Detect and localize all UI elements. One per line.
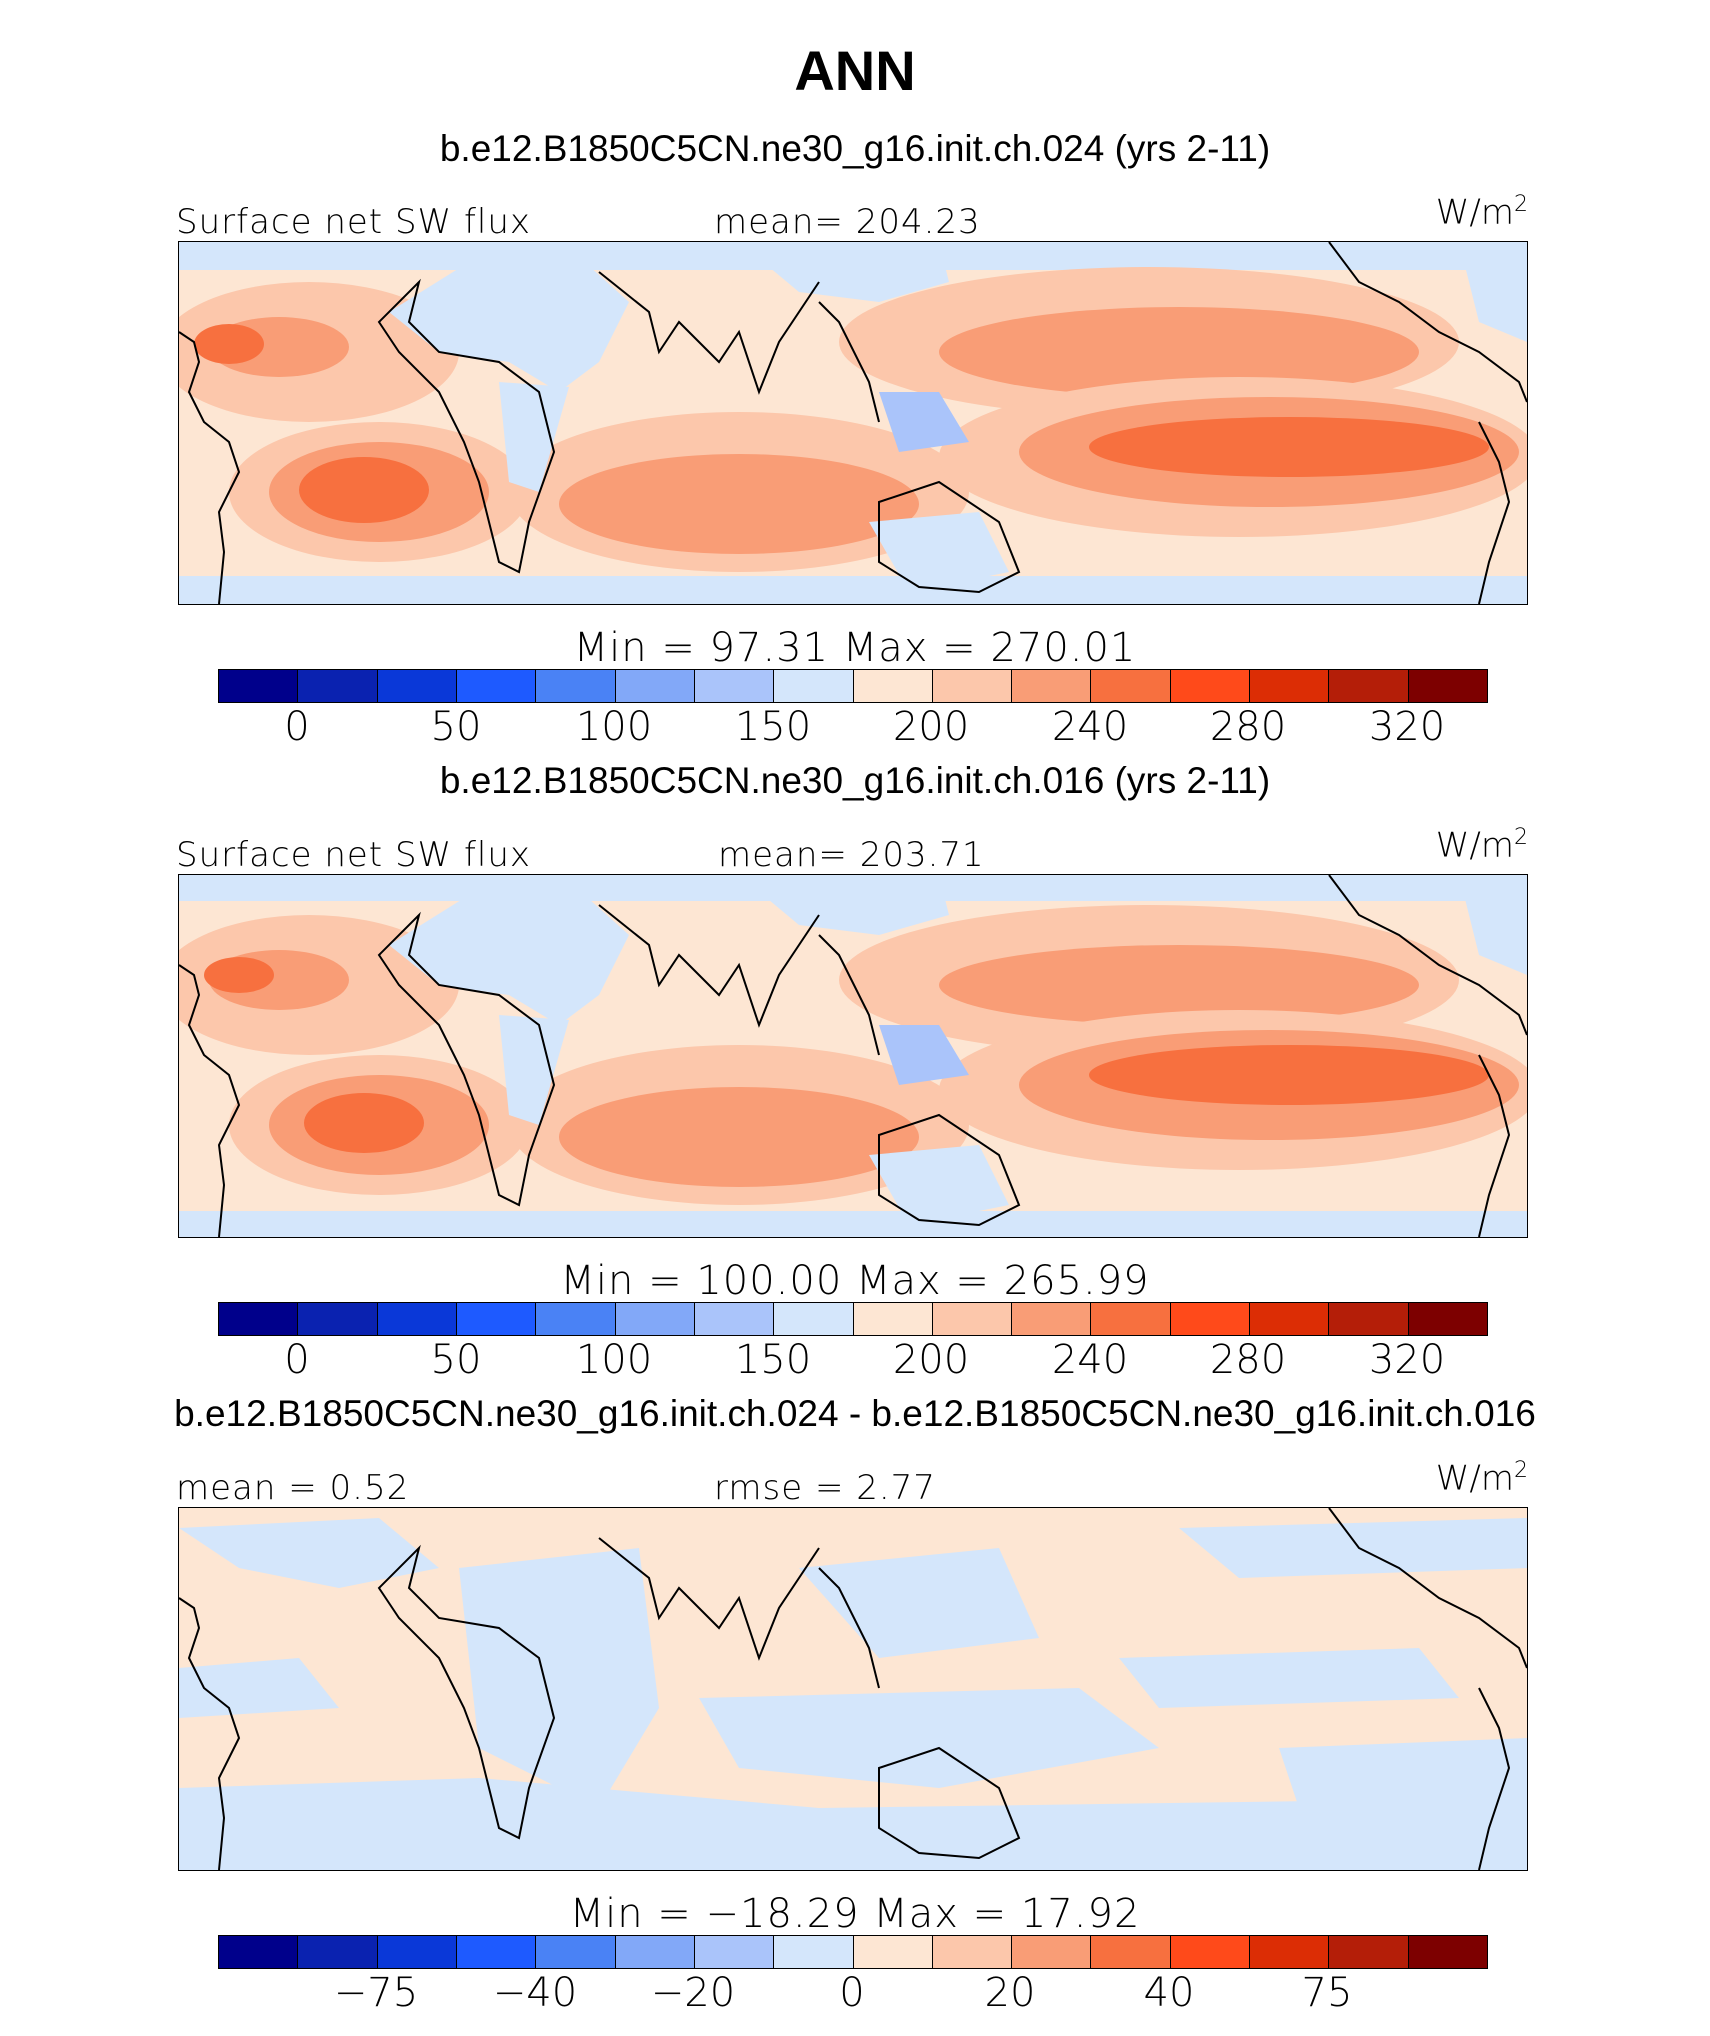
panel-3-rmse-label: rmse = 2.77 xyxy=(714,1468,936,1508)
panel-3-case-title: b.e12.B1850C5CN.ne30_g16.init.ch.024 - b… xyxy=(174,1393,1536,1434)
panel-1-tick-240: 240 xyxy=(1051,704,1129,750)
panel-1-mean-label: mean= 204.23 xyxy=(714,202,981,242)
panel-3-tick-0: 0 xyxy=(839,1970,865,2016)
panel-3-tick-75: 75 xyxy=(1301,1970,1353,2016)
panel-2-tick-280: 280 xyxy=(1209,1337,1287,1383)
panel-3-tick-neg75: −75 xyxy=(333,1970,419,2016)
panel-2-tick-240: 240 xyxy=(1051,1337,1129,1383)
panel-1-minmax: Min = 97.31 Max = 270.01 xyxy=(573,625,1137,671)
panel-2-map-svg xyxy=(179,875,1527,1237)
panel-1-units: W/m2 xyxy=(1435,192,1528,233)
figure-title: ANN xyxy=(794,39,916,102)
panel-2-units: W/m2 xyxy=(1435,825,1528,866)
panel-1-colorbar xyxy=(218,669,1488,703)
panel-2-case-title: b.e12.B1850C5CN.ne30_g16.init.ch.016 (yr… xyxy=(439,760,1271,801)
panel-2-mean-label: mean= 203.71 xyxy=(718,835,985,875)
panel-3-mean-label: mean = 0.52 xyxy=(176,1468,410,1508)
panel-1-map-svg xyxy=(179,242,1527,604)
panel-2-colorbar xyxy=(218,1302,1488,1336)
panel-3-tick-40: 40 xyxy=(1143,1970,1195,2016)
panel-2-minmax: Min = 100.00 Max = 265.99 xyxy=(560,1258,1150,1304)
panel-2-tick-320: 320 xyxy=(1368,1337,1446,1383)
panel-3-minmax: Min = −18.29 Max = 17.92 xyxy=(569,1891,1141,1937)
panel-3-units: W/m2 xyxy=(1435,1458,1528,1499)
panel-1-tick-50: 50 xyxy=(430,704,482,750)
panel-2-tick-150: 150 xyxy=(734,1337,812,1383)
panel-3-tick-20: 20 xyxy=(984,1970,1036,2016)
panel-2-tick-50: 50 xyxy=(430,1337,482,1383)
panel-1-tick-150: 150 xyxy=(734,704,812,750)
panel-3-colorbar xyxy=(218,1935,1488,1969)
panel-1-tick-200: 200 xyxy=(892,704,970,750)
panel-1-tick-0: 0 xyxy=(284,704,310,750)
panel-2-tick-0: 0 xyxy=(284,1337,310,1383)
panel-3-map-svg xyxy=(179,1508,1527,1870)
panel-3-tick-neg40: −40 xyxy=(492,1970,578,2016)
panel-2-tick-200: 200 xyxy=(892,1337,970,1383)
panel-3-map xyxy=(178,1507,1528,1871)
panel-1-tick-280: 280 xyxy=(1209,704,1287,750)
panel-2-tick-100: 100 xyxy=(575,1337,653,1383)
panel-1-map xyxy=(178,241,1528,605)
panel-1-field-label: Surface net SW flux xyxy=(176,202,532,242)
panel-1-tick-100: 100 xyxy=(575,704,653,750)
panel-1-case-title: b.e12.B1850C5CN.ne30_g16.init.ch.024 (yr… xyxy=(439,128,1271,169)
panel-3-tick-neg20: −20 xyxy=(650,1970,736,2016)
panel-2-field-label: Surface net SW flux xyxy=(176,835,532,875)
panel-1-tick-320: 320 xyxy=(1368,704,1446,750)
panel-2-map xyxy=(178,874,1528,1238)
